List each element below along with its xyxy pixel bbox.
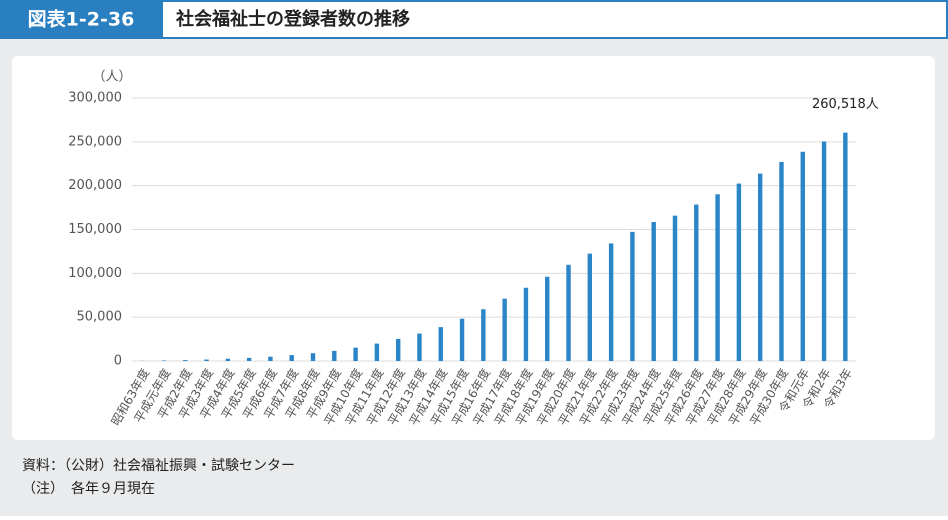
figure-label: 図表1-2-36 (28, 8, 135, 31)
bar (247, 358, 251, 361)
bar (801, 152, 805, 361)
bar (843, 133, 847, 361)
bar (353, 348, 357, 361)
bar (758, 174, 762, 361)
bar (311, 353, 315, 361)
bar (566, 265, 570, 361)
bar (481, 309, 485, 361)
y-tick-label: 0 (114, 354, 122, 369)
bar (502, 299, 506, 361)
data-label: 260,518人 (812, 97, 879, 112)
y-tick-label: 200,000 (68, 178, 122, 193)
bar (630, 232, 634, 361)
bar (290, 355, 294, 361)
y-tick-label: 100,000 (68, 266, 122, 281)
bar (226, 359, 230, 361)
bar (822, 142, 826, 361)
bar (673, 216, 677, 361)
y-tick-label: 300,000 (68, 91, 122, 106)
bar (162, 360, 166, 361)
bar (375, 344, 379, 361)
bar (460, 319, 464, 361)
bar (609, 243, 613, 361)
bar (417, 334, 421, 361)
bar (779, 162, 783, 361)
bar (183, 360, 187, 361)
bar (715, 194, 719, 361)
bar (694, 205, 698, 361)
note: 資料：（公財）社会福祉振興・試験センター (22, 458, 295, 474)
bar (439, 327, 443, 361)
bar (268, 357, 272, 361)
chart-title: 社会福祉士の登録者数の推移 (176, 8, 410, 30)
bar (545, 277, 549, 361)
y-tick-label: 150,000 (68, 222, 122, 237)
y-tick-label: 250,000 (68, 134, 122, 149)
y-tick-label: 50,000 (77, 310, 123, 325)
bar (524, 288, 528, 361)
y-unit: （人） (92, 70, 131, 85)
bar (588, 254, 592, 361)
bar (332, 351, 336, 361)
bar (737, 184, 741, 361)
bar (204, 360, 208, 361)
note: （注） 各年９月現在 (22, 481, 155, 497)
bar (652, 222, 656, 361)
bar (396, 339, 400, 361)
